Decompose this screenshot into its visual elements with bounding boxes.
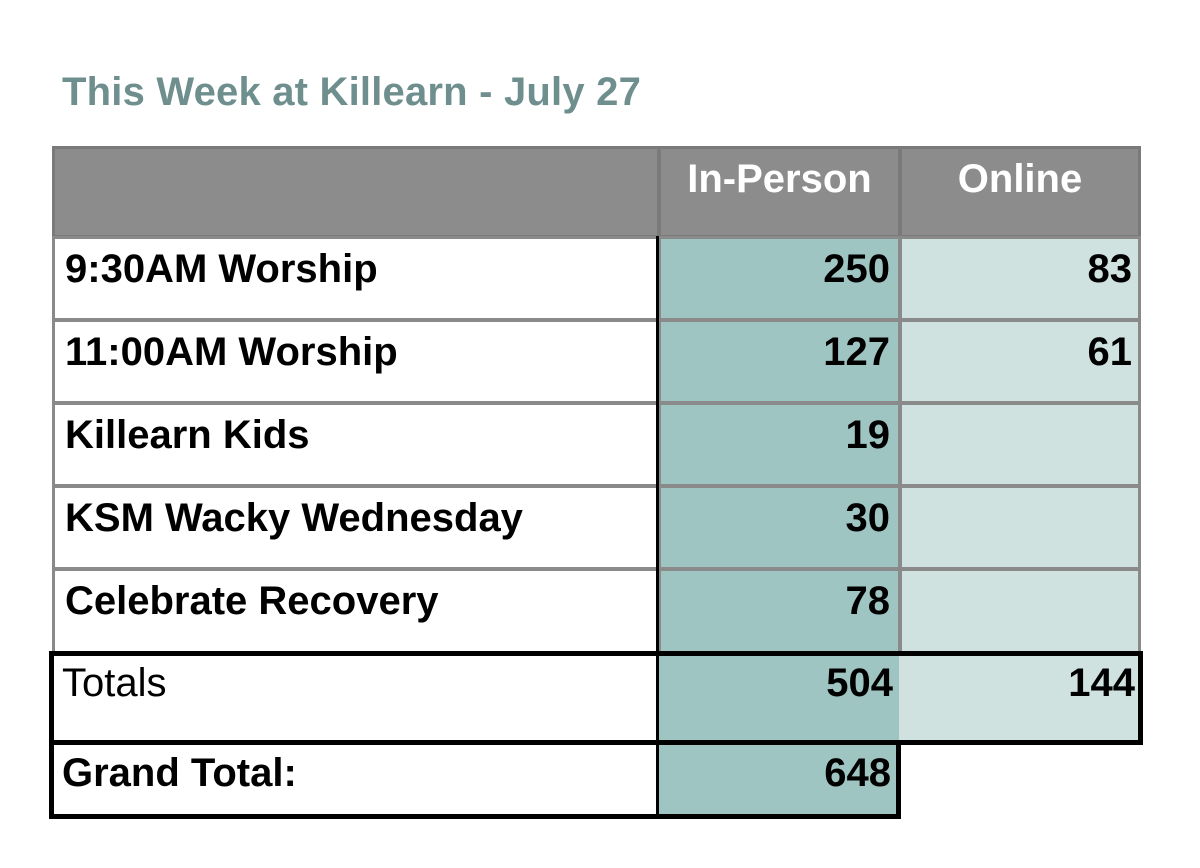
- row-online-value: [899, 485, 1141, 570]
- in-person-column-divider: [656, 236, 659, 654]
- row-label: 9:30AM Worship: [52, 236, 660, 321]
- grand-total-row-border: [49, 740, 901, 819]
- row-online-value: [899, 402, 1141, 487]
- row-online-value: 61: [899, 319, 1141, 404]
- page-title: This Week at Killearn - July 27: [62, 70, 642, 114]
- grand-total-column-divider: [656, 740, 659, 819]
- row-in-person-value: 250: [658, 236, 901, 321]
- grand-total-value: 648: [658, 743, 899, 816]
- row-in-person-value: 78: [658, 568, 901, 654]
- row-label: Killearn Kids: [52, 402, 660, 487]
- grand-total-label: Grand Total:: [52, 743, 658, 816]
- header-in-person-label: In-Person: [687, 157, 872, 201]
- row-label: KSM Wacky Wednesday: [52, 485, 660, 570]
- totals-online-value: 144: [899, 653, 1141, 743]
- totals-label: Totals: [62, 661, 167, 705]
- header-online-label: Online: [957, 157, 1083, 201]
- row-online-value: [899, 568, 1141, 654]
- row-online-value: 83: [899, 236, 1141, 321]
- row-in-person-value: 127: [658, 319, 901, 404]
- header-blank-cell: [52, 146, 660, 238]
- row-label: 11:00AM Worship: [52, 319, 660, 404]
- header-online: Online: [899, 146, 1141, 238]
- totals-column-divider: [656, 651, 659, 745]
- header-in-person: In-Person: [658, 146, 901, 238]
- row-label: Celebrate Recovery: [52, 568, 660, 654]
- row-in-person-value: 19: [658, 402, 901, 487]
- row-in-person-value: 30: [658, 485, 901, 570]
- totals-row-border: [49, 651, 1143, 745]
- totals-in-person-value: 504: [658, 653, 901, 743]
